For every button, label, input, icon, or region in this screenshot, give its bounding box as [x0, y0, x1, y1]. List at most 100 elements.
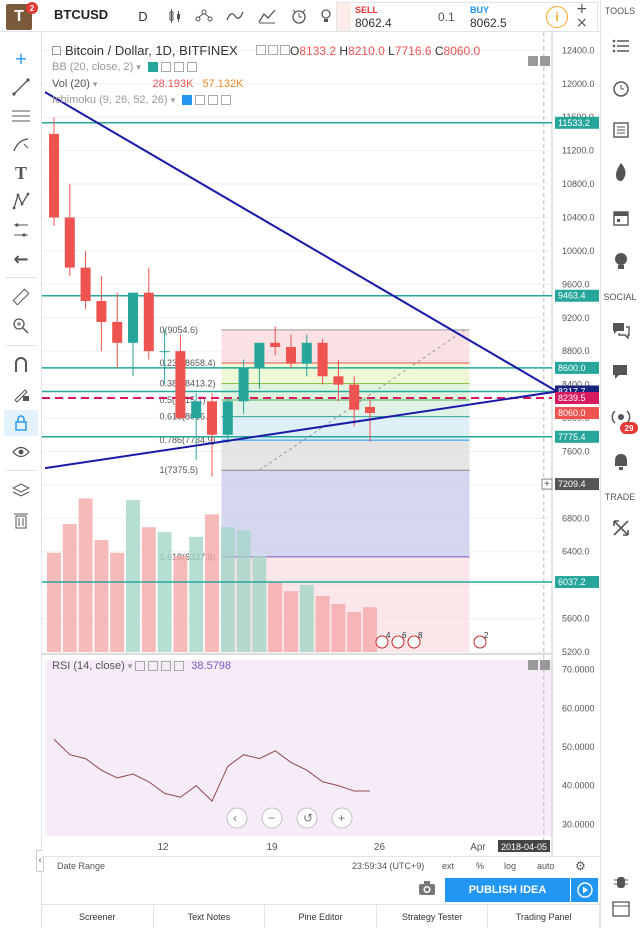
- notifications-icon[interactable]: [608, 450, 634, 474]
- hotlist-flame-icon[interactable]: [608, 160, 634, 184]
- publish-idea-button[interactable]: PUBLISH IDEA: [445, 878, 570, 902]
- candles-style-icon[interactable]: [164, 6, 186, 26]
- pane-close-icon[interactable]: [540, 56, 550, 66]
- bb-add-icon[interactable]: [173, 62, 184, 72]
- messages-icon[interactable]: [608, 360, 634, 384]
- rsi-eye-icon[interactable]: [135, 661, 146, 671]
- triangle-upper-line[interactable]: [44, 91, 558, 393]
- replay-icon[interactable]: [318, 6, 334, 26]
- tab-text-notes[interactable]: Text Notes: [154, 905, 266, 928]
- candle[interactable]: [301, 342, 312, 364]
- compare-icon[interactable]: [193, 6, 215, 26]
- data-window-icon[interactable]: [608, 118, 634, 142]
- candle[interactable]: [333, 376, 344, 385]
- tab-screener[interactable]: Screener: [42, 905, 154, 928]
- lock-icon[interactable]: [8, 412, 34, 434]
- ichimoku-legend[interactable]: Ichimoku (9, 26, 52, 26) ▾: [52, 94, 232, 106]
- ichimoku-settings-icon[interactable]: [195, 95, 206, 105]
- ichimoku-close-icon[interactable]: [221, 95, 232, 105]
- buy-price[interactable]: 8062.5: [470, 16, 507, 30]
- rsi-settings-icon[interactable]: [148, 661, 159, 671]
- alarm-clock-icon[interactable]: [608, 76, 634, 100]
- bb-legend[interactable]: BB (20, close, 2) ▾: [52, 61, 197, 73]
- magnet-icon[interactable]: [8, 354, 34, 376]
- candle[interactable]: [349, 384, 360, 410]
- zoom-control-button[interactable]: [261, 807, 283, 829]
- ruler-icon[interactable]: [8, 286, 34, 308]
- horizontal-lines-icon[interactable]: [8, 105, 34, 127]
- pane-maximize-icon[interactable]: [528, 56, 538, 66]
- tab-strategy-tester[interactable]: Strategy Tester: [377, 905, 489, 928]
- interval-button[interactable]: D: [138, 8, 148, 24]
- event-flag-icon[interactable]: [407, 635, 421, 649]
- bb-close-icon[interactable]: [186, 62, 197, 72]
- auto-toggle[interactable]: auto: [537, 861, 555, 871]
- ideas-bulb-icon[interactable]: [608, 250, 634, 274]
- zoom-control-button[interactable]: [296, 807, 318, 829]
- candle[interactable]: [365, 406, 375, 414]
- candle[interactable]: [317, 342, 328, 377]
- tab-trading-panel[interactable]: Trading Panel: [488, 905, 600, 928]
- text-tool-icon[interactable]: T: [14, 162, 27, 183]
- collapse-legend-icon[interactable]: [52, 46, 61, 55]
- log-toggle[interactable]: log: [504, 861, 517, 871]
- candle[interactable]: [286, 347, 296, 364]
- candle[interactable]: [270, 342, 281, 347]
- event-flag-icon[interactable]: [391, 635, 405, 649]
- ichimoku-add-icon[interactable]: [208, 95, 219, 105]
- layers-icon[interactable]: [8, 480, 34, 502]
- layout-icon[interactable]: [608, 897, 634, 921]
- candle[interactable]: [128, 292, 138, 343]
- buy-label[interactable]: BUY: [470, 5, 490, 15]
- settings-icon[interactable]: [256, 45, 266, 55]
- crosshair-icon[interactable]: +: [14, 48, 28, 68]
- event-flag-icon[interactable]: [375, 635, 389, 649]
- symbol-search[interactable]: BTCUSD: [54, 7, 109, 22]
- candle[interactable]: [143, 292, 154, 352]
- brush-icon[interactable]: [8, 134, 34, 156]
- camera-snapshot-icon[interactable]: [418, 880, 438, 898]
- candle[interactable]: [238, 367, 249, 402]
- zoom-control-button[interactable]: [331, 807, 353, 829]
- candle[interactable]: [191, 401, 202, 419]
- trendline-icon[interactable]: [8, 76, 34, 98]
- rsi-close-icon[interactable]: [174, 661, 185, 671]
- zoom-control-button[interactable]: [226, 807, 248, 829]
- candle[interactable]: [222, 401, 233, 435]
- candle[interactable]: [112, 321, 123, 343]
- bb-settings-icon[interactable]: [160, 62, 171, 72]
- rsi-pane-close-icon[interactable]: [540, 660, 550, 670]
- arrow-left-icon[interactable]: ←: [13, 248, 29, 270]
- ichimoku-eye-icon[interactable]: [182, 95, 193, 105]
- candle[interactable]: [254, 342, 265, 368]
- candle[interactable]: [49, 133, 59, 218]
- tab-pine-editor[interactable]: Pine Editor: [265, 905, 377, 928]
- sell-price[interactable]: 8062.4: [355, 16, 392, 30]
- ext-toggle[interactable]: ext: [442, 861, 455, 871]
- chart-settings-gear-icon[interactable]: ⚙: [575, 859, 586, 873]
- sell-label[interactable]: SELL: [355, 5, 379, 15]
- chat-icon[interactable]: [608, 318, 634, 342]
- watchlist-icon[interactable]: [608, 34, 634, 58]
- price-chart[interactable]: 12400.012000.011600.011200.010800.010400…: [42, 32, 600, 856]
- candle[interactable]: [96, 301, 107, 322]
- prediction-icon[interactable]: [8, 219, 34, 241]
- templates-icon[interactable]: [256, 6, 278, 26]
- eye-icon[interactable]: [8, 441, 34, 463]
- bug-report-icon[interactable]: [608, 870, 634, 894]
- volume-legend[interactable]: Vol (20) ▾ 28.193K 57.132K: [52, 78, 244, 90]
- candle[interactable]: [207, 401, 217, 435]
- rsi-legend[interactable]: RSI (14, close) ▾ 38.5798: [52, 660, 232, 672]
- candle[interactable]: [64, 217, 75, 268]
- candle[interactable]: [159, 351, 170, 353]
- rsi-add-icon[interactable]: [161, 661, 172, 671]
- plus-icon[interactable]: +: [576, 1, 588, 17]
- trash-icon[interactable]: [8, 509, 34, 531]
- add-alert-icon[interactable]: [541, 478, 553, 490]
- indicators-icon[interactable]: [224, 6, 246, 26]
- triangle-lower-line[interactable]: [44, 390, 558, 470]
- hide-icon[interactable]: [268, 45, 278, 55]
- pattern-icon[interactable]: [8, 190, 34, 212]
- event-flag-icon[interactable]: [473, 635, 487, 649]
- candle[interactable]: [175, 351, 186, 419]
